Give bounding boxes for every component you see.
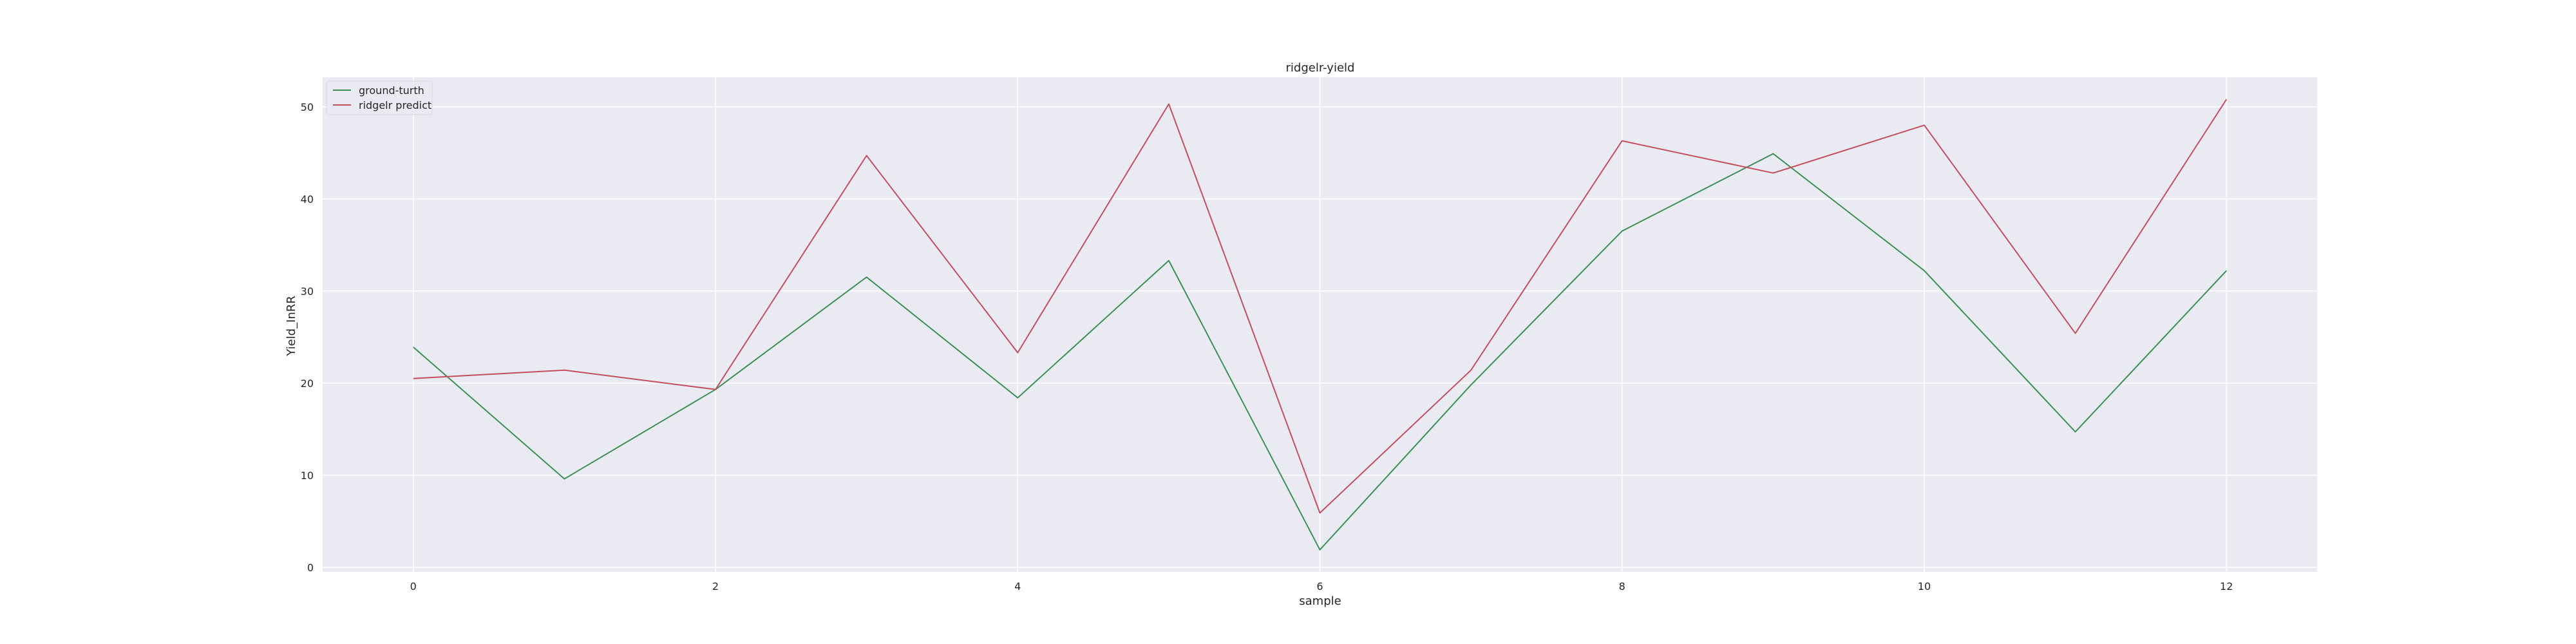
y-tick-label: 40 <box>301 193 314 205</box>
x-tick-label: 10 <box>1918 580 1931 592</box>
x-tick-label: 12 <box>2220 580 2233 592</box>
y-tick-label: 10 <box>301 469 314 482</box>
legend-label-ground-turth: ground-turth <box>359 84 424 97</box>
x-tick-label: 8 <box>1619 580 1625 592</box>
legend: ground-turth ridgelr predict <box>326 80 433 115</box>
legend-box <box>326 80 433 115</box>
x-tick-label: 0 <box>410 580 417 592</box>
series-line-ridgelr-predict <box>413 99 2228 514</box>
x-tick-label: 2 <box>712 580 719 592</box>
chart-title: ridgelr-yield <box>1286 61 1355 75</box>
grid <box>323 77 2317 572</box>
legend-label-ridgelr-predict: ridgelr predict <box>359 99 431 111</box>
x-tick-label: 6 <box>1316 580 1323 592</box>
x-tick-label: 4 <box>1014 580 1021 592</box>
y-tick-label: 20 <box>301 377 314 390</box>
y-axis-label: Yield_InRR <box>285 296 298 357</box>
y-tick-label: 50 <box>301 101 314 113</box>
y-tick-label: 0 <box>307 562 314 574</box>
x-ticks: 0 2 4 6 8 10 12 <box>410 580 2233 592</box>
series-lines <box>413 99 2228 551</box>
x-axis-label: sample <box>1299 594 1341 608</box>
y-tick-label: 30 <box>301 285 314 298</box>
y-ticks: 0 10 20 30 40 50 <box>301 101 314 574</box>
